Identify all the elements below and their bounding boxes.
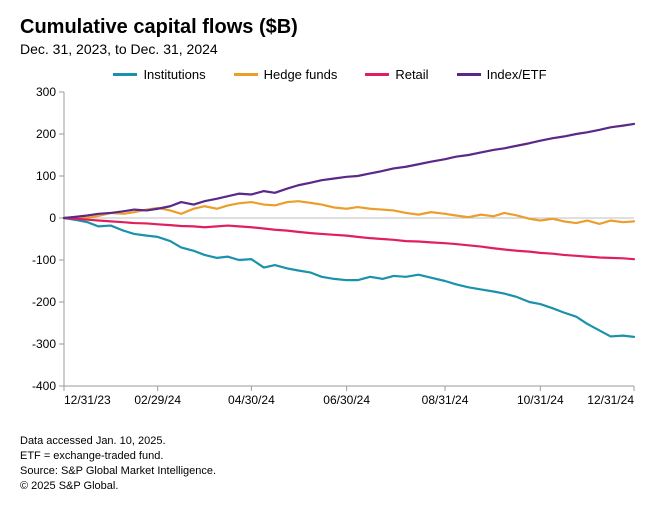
svg-text:100: 100 xyxy=(36,169,56,183)
legend-swatch xyxy=(365,73,389,76)
line-chart-svg: -400 -300 -200 -100 0 100 200 300 12/31/23 02/29/… xyxy=(20,86,640,426)
legend-label: Institutions xyxy=(143,67,205,82)
svg-text:06/30/24: 06/30/24 xyxy=(323,393,370,407)
svg-text:08/31/24: 08/31/24 xyxy=(422,393,469,407)
svg-text:300: 300 xyxy=(36,86,56,99)
chart-container: Cumulative capital flows ($B) Dec. 31, 2… xyxy=(0,0,660,514)
legend-swatch xyxy=(457,73,481,76)
legend: Institutions Hedge funds Retail Index/ETF xyxy=(20,67,640,82)
footer-line: Source: S&P Global Market Intelligence. xyxy=(20,464,640,479)
svg-text:02/29/24: 02/29/24 xyxy=(134,393,181,407)
chart-area: -400 -300 -200 -100 0 100 200 300 12/31/23 02/29/… xyxy=(20,86,640,426)
chart-title: Cumulative capital flows ($B) xyxy=(20,16,640,39)
svg-text:-100: -100 xyxy=(32,253,56,267)
svg-text:12/31/24: 12/31/24 xyxy=(587,393,634,407)
legend-label: Retail xyxy=(395,67,428,82)
footer-line: © 2025 S&P Global. xyxy=(20,479,640,494)
footer-line: ETF = exchange-traded fund. xyxy=(20,449,640,464)
legend-item: Retail xyxy=(365,67,428,82)
svg-text:10/31/24: 10/31/24 xyxy=(517,393,564,407)
legend-swatch xyxy=(113,73,137,76)
svg-text:200: 200 xyxy=(36,127,56,141)
legend-item: Institutions xyxy=(113,67,205,82)
svg-text:04/30/24: 04/30/24 xyxy=(228,393,275,407)
svg-text:-300: -300 xyxy=(32,337,56,351)
chart-footer: Data accessed Jan. 10, 2025. ETF = excha… xyxy=(20,434,640,493)
legend-item: Index/ETF xyxy=(457,67,547,82)
legend-label: Hedge funds xyxy=(264,67,338,82)
svg-text:-200: -200 xyxy=(32,295,56,309)
svg-text:-400: -400 xyxy=(32,379,56,393)
legend-label: Index/ETF xyxy=(487,67,547,82)
legend-item: Hedge funds xyxy=(234,67,338,82)
chart-subtitle: Dec. 31, 2023, to Dec. 31, 2024 xyxy=(20,41,640,57)
svg-text:12/31/23: 12/31/23 xyxy=(64,393,111,407)
legend-swatch xyxy=(234,73,258,76)
footer-line: Data accessed Jan. 10, 2025. xyxy=(20,434,640,449)
svg-text:0: 0 xyxy=(49,211,56,225)
